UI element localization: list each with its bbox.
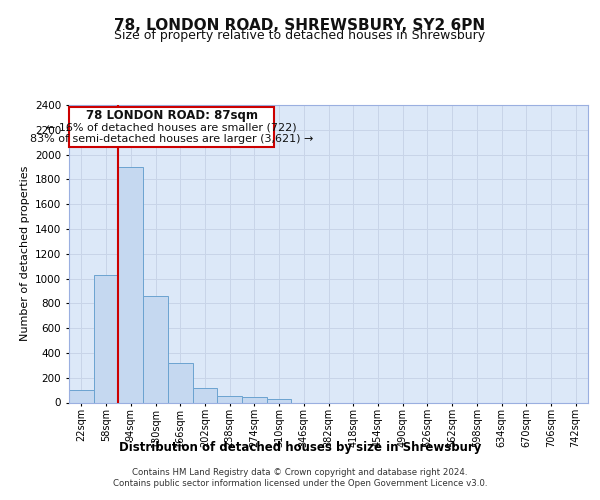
Bar — [217, 396, 242, 402]
Bar — [168, 363, 193, 403]
Bar — [143, 296, 168, 403]
Bar — [69, 390, 94, 402]
Text: 78, LONDON ROAD, SHREWSBURY, SY2 6PN: 78, LONDON ROAD, SHREWSBURY, SY2 6PN — [115, 18, 485, 32]
Bar — [94, 276, 118, 402]
Text: 83% of semi-detached houses are larger (3,621) →: 83% of semi-detached houses are larger (… — [30, 134, 313, 144]
Bar — [193, 388, 217, 402]
Bar — [118, 167, 143, 402]
FancyBboxPatch shape — [69, 108, 274, 147]
Y-axis label: Number of detached properties: Number of detached properties — [20, 166, 29, 342]
Text: 78 LONDON ROAD: 87sqm: 78 LONDON ROAD: 87sqm — [86, 109, 257, 122]
Text: Size of property relative to detached houses in Shrewsbury: Size of property relative to detached ho… — [115, 29, 485, 42]
Text: Contains HM Land Registry data © Crown copyright and database right 2024.
Contai: Contains HM Land Registry data © Crown c… — [113, 468, 487, 487]
Bar — [242, 397, 267, 402]
Text: ← 16% of detached houses are smaller (722): ← 16% of detached houses are smaller (72… — [46, 122, 297, 132]
Text: Distribution of detached houses by size in Shrewsbury: Distribution of detached houses by size … — [119, 441, 481, 454]
Bar — [267, 399, 292, 402]
